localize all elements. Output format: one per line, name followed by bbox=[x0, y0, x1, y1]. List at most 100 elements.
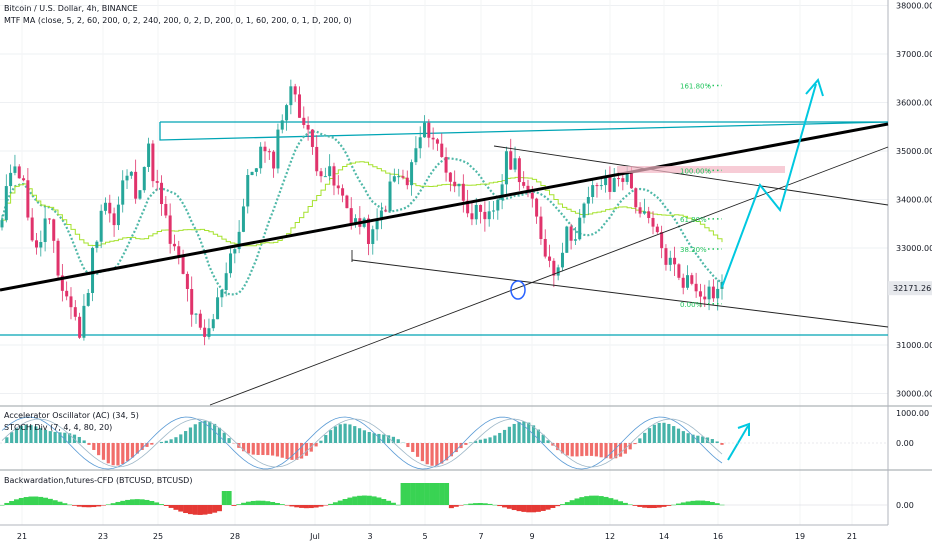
ac-bar bbox=[333, 426, 338, 443]
candle-body bbox=[612, 178, 616, 192]
candle-body bbox=[168, 215, 172, 244]
candle-body bbox=[185, 273, 189, 290]
candle-body bbox=[306, 124, 310, 130]
candle-body bbox=[276, 129, 280, 169]
bw-bar bbox=[598, 496, 604, 505]
candle-body bbox=[435, 139, 439, 144]
ac-bar bbox=[589, 443, 594, 456]
candle-body bbox=[487, 211, 491, 220]
bw-bar bbox=[719, 504, 725, 506]
candle-body bbox=[504, 151, 508, 185]
bw-bar bbox=[71, 505, 77, 506]
ac-bar bbox=[449, 443, 453, 457]
bw-bar bbox=[125, 499, 131, 505]
bw-bar bbox=[642, 505, 648, 508]
bw-bar bbox=[299, 505, 305, 508]
candle-body bbox=[444, 156, 448, 173]
ac-bar bbox=[324, 435, 328, 443]
channel-top-line bbox=[159, 121, 889, 141]
bw-bar bbox=[424, 483, 430, 505]
ac-bar bbox=[106, 443, 110, 464]
bw-bar bbox=[67, 504, 73, 506]
candle-body bbox=[625, 173, 629, 182]
ac-bar bbox=[140, 443, 144, 450]
candle-body bbox=[254, 168, 258, 172]
bw-bar bbox=[57, 501, 63, 505]
candle-body bbox=[560, 252, 564, 268]
chart-title: Bitcoin / U.S. Dollar, 4h, BINANCE bbox=[4, 4, 138, 13]
bw-bar bbox=[502, 505, 508, 508]
y-tick-label-0: 38000.00 bbox=[896, 2, 932, 11]
ac-bar bbox=[594, 443, 598, 457]
candle-body bbox=[405, 177, 409, 186]
candle-body bbox=[414, 148, 418, 163]
ac-bar bbox=[522, 421, 526, 443]
ac-bar bbox=[39, 428, 43, 443]
ac-bar bbox=[435, 443, 439, 466]
ac-bar bbox=[135, 443, 139, 454]
ac-bar bbox=[618, 443, 623, 457]
bw-bar bbox=[410, 483, 416, 505]
candle-body bbox=[500, 184, 504, 200]
bw-bar bbox=[526, 505, 532, 513]
bw-bar bbox=[202, 505, 208, 515]
bw-bar bbox=[81, 505, 87, 508]
x-tick-label-13: 21 bbox=[847, 532, 857, 541]
y-tick-label-6: 31000.00 bbox=[896, 341, 932, 350]
candle-body bbox=[164, 204, 168, 216]
bw-bar bbox=[168, 505, 174, 508]
bw-bar bbox=[550, 505, 556, 509]
bw-bar bbox=[120, 500, 126, 505]
bw-bar bbox=[323, 505, 329, 506]
bw-bar bbox=[303, 505, 309, 509]
candle-body bbox=[190, 289, 194, 315]
candle-body bbox=[147, 143, 151, 167]
bw-bar bbox=[347, 497, 353, 505]
bw-bar bbox=[23, 497, 29, 505]
x-tick-label-2: 25 bbox=[153, 532, 163, 541]
candle-body bbox=[310, 129, 314, 147]
y-tick-label-5: 33000.00 bbox=[896, 244, 932, 253]
candle-body bbox=[267, 151, 271, 153]
bw-bar bbox=[337, 500, 343, 505]
candle-body bbox=[552, 260, 556, 276]
bw-bar bbox=[144, 499, 150, 505]
support-touch-marker[interactable] bbox=[510, 280, 526, 300]
bw-bar bbox=[129, 499, 135, 505]
y-tick-label-7: 30000.00 bbox=[896, 390, 932, 399]
y-tick-label-2: 36000.00 bbox=[896, 99, 932, 108]
candle-body bbox=[34, 240, 38, 248]
candle-body bbox=[664, 248, 668, 265]
ac-bar bbox=[280, 443, 284, 458]
candle-body bbox=[323, 176, 327, 178]
ac-bar bbox=[338, 424, 342, 443]
bw-bar bbox=[260, 500, 266, 505]
bw-bar bbox=[434, 483, 440, 505]
candle-body bbox=[629, 173, 633, 189]
bw-bar bbox=[666, 505, 672, 506]
candle-body bbox=[608, 176, 612, 192]
ac-bar bbox=[92, 443, 96, 450]
ac-bar bbox=[715, 441, 719, 443]
candle-body bbox=[73, 307, 77, 317]
ac-bar bbox=[116, 443, 120, 466]
bw-bar bbox=[42, 497, 48, 505]
ac-bar bbox=[246, 443, 251, 454]
bw-bar bbox=[448, 505, 454, 509]
bw-bar bbox=[226, 491, 232, 505]
bw-bar bbox=[608, 498, 614, 505]
ac-bar bbox=[391, 436, 396, 443]
main-trendline bbox=[0, 122, 889, 292]
candle-body bbox=[591, 185, 595, 198]
bw-bar bbox=[709, 501, 715, 505]
ac-bar bbox=[570, 443, 574, 457]
candle-body bbox=[711, 286, 715, 299]
candle-body bbox=[39, 242, 43, 248]
candle-body bbox=[138, 190, 142, 199]
bw-bar bbox=[376, 497, 382, 505]
candle-body bbox=[108, 202, 112, 214]
fib-label-2: 61.80% bbox=[680, 216, 707, 224]
ac-bar bbox=[454, 443, 458, 453]
ac-bar bbox=[58, 432, 62, 443]
